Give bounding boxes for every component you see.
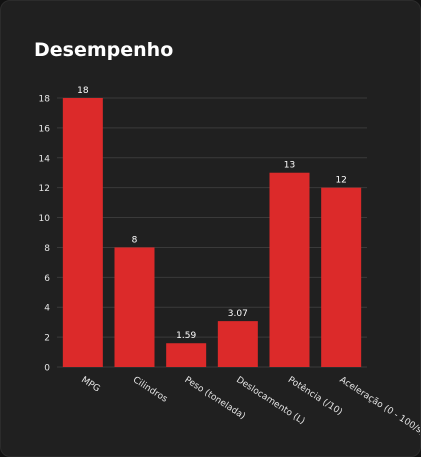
bar-value-label: 13	[284, 161, 295, 171]
bar-value-label: 12	[335, 176, 346, 186]
bar-value-label: 8	[132, 235, 138, 245]
y-tick-label: 6	[44, 274, 50, 284]
bar-series	[62, 98, 362, 367]
chart-grid	[57, 97, 367, 368]
y-tick-label: 0	[44, 364, 50, 374]
x-axis: MPG Cilindros Peso (tonelada)Deslocamento …	[79, 374, 420, 437]
bar[interactable]	[166, 343, 207, 367]
bar[interactable]	[217, 321, 258, 367]
bar[interactable]	[321, 187, 362, 367]
bar-value-label: 3.07	[228, 309, 248, 319]
y-axis: 0 2 4 6 8 10 12 14 16 18	[39, 95, 51, 374]
bar[interactable]	[62, 98, 103, 367]
y-tick-label: 18	[39, 95, 51, 105]
x-tick-label: MPG	[79, 375, 101, 394]
chart-title: Desempenho	[34, 39, 174, 61]
y-tick-label: 8	[44, 244, 50, 254]
y-tick-label: 4	[44, 304, 50, 314]
x-tick-label: Cilindros	[131, 375, 169, 405]
y-tick-label: 10	[39, 214, 51, 224]
bar-value-label: 18	[77, 86, 89, 96]
bar[interactable]	[269, 172, 310, 367]
x-tick-label: Aceleração (0 - 100/s)	[338, 375, 420, 437]
bar-value-label: 1.59	[176, 331, 196, 341]
y-tick-label: 12	[39, 184, 50, 194]
bar[interactable]	[114, 247, 155, 367]
y-tick-label: 16	[39, 124, 51, 134]
y-tick-label: 2	[44, 334, 50, 344]
y-tick-label: 14	[39, 154, 51, 164]
data-labels: 18 8 1.59 3.07 13 12	[77, 86, 347, 341]
